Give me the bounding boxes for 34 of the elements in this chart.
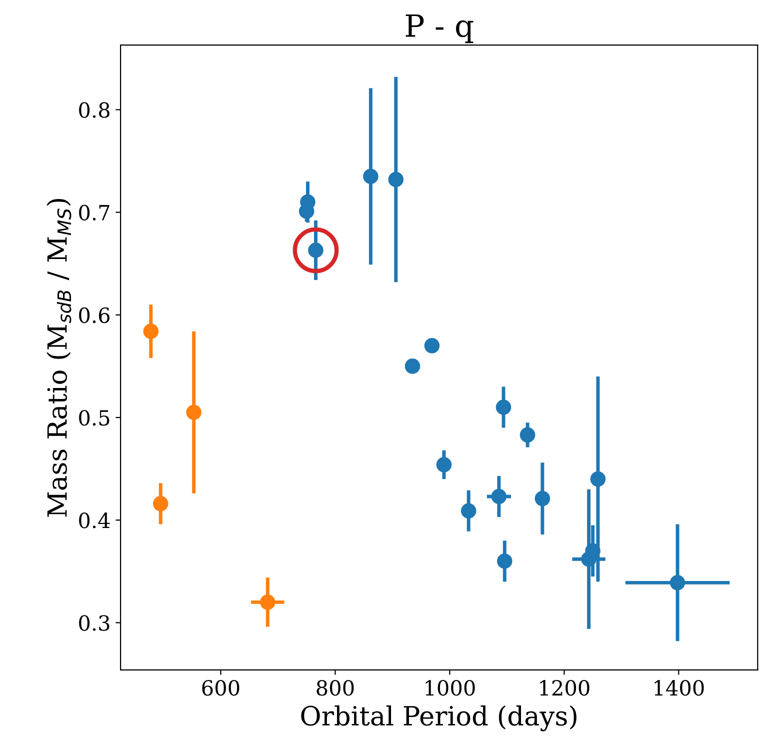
x-tick-label: 1000 xyxy=(426,680,475,696)
y-tick-label: 0.4 xyxy=(79,512,110,528)
point xyxy=(670,575,686,590)
x-tick-label: 600 xyxy=(202,680,240,696)
x-tick-label: 1400 xyxy=(654,680,704,696)
point xyxy=(424,338,440,354)
point xyxy=(585,543,600,559)
y-tick-label: 0.6 xyxy=(79,307,110,324)
chart-title: P - q xyxy=(406,14,474,44)
y-tick-label: 0.3 xyxy=(79,615,110,631)
point xyxy=(491,488,507,504)
point xyxy=(497,553,512,569)
y-tick-label: 0.8 xyxy=(79,102,110,118)
x-axis-title: Orbital Period (days) xyxy=(301,705,576,732)
point xyxy=(460,503,476,518)
point xyxy=(436,457,452,472)
point xyxy=(186,404,202,420)
y-tick-label: 0.5 xyxy=(79,410,110,426)
point xyxy=(298,204,314,219)
y-tick-label: 0.7 xyxy=(79,204,110,221)
point xyxy=(590,471,606,487)
point xyxy=(496,400,512,415)
point xyxy=(388,172,404,188)
point xyxy=(363,168,378,184)
point xyxy=(143,324,159,339)
point xyxy=(520,427,536,443)
point xyxy=(292,227,339,274)
x-tick-label: 1200 xyxy=(540,680,590,696)
point xyxy=(534,490,550,506)
point xyxy=(260,594,276,610)
y-axis-title: Mass Ratio (M$_{sdB}$ / M$_{MS}$) xyxy=(46,199,72,517)
x-tick-label: 800 xyxy=(316,680,354,696)
point xyxy=(152,496,168,512)
point xyxy=(404,358,420,374)
